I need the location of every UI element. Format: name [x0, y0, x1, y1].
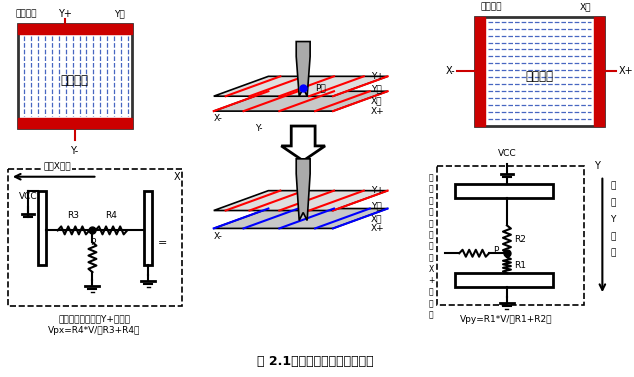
Text: Y层: Y层: [371, 85, 382, 94]
Text: R2: R2: [514, 235, 526, 244]
Text: 模拟电压测量点（Y+电极）: 模拟电压测量点（Y+电极）: [58, 314, 131, 323]
Text: Y: Y: [595, 161, 600, 171]
Polygon shape: [296, 159, 310, 221]
Text: X-: X-: [446, 66, 455, 77]
Text: 图 2.1：触摸屏工作原理示意图: 图 2.1：触摸屏工作原理示意图: [257, 355, 373, 368]
Text: P点: P点: [315, 84, 326, 93]
Text: P: P: [494, 246, 499, 255]
Text: VCC: VCC: [498, 149, 516, 158]
Text: 拟: 拟: [429, 185, 434, 194]
Bar: [18, 24, 133, 128]
Bar: [298, 41, 308, 49]
Text: X层: X层: [371, 97, 382, 106]
Text: X: X: [429, 265, 434, 274]
Text: Y层: Y层: [371, 201, 382, 210]
Polygon shape: [296, 41, 310, 96]
Text: Y+: Y+: [58, 9, 72, 19]
Text: 量: 量: [611, 198, 616, 207]
Polygon shape: [214, 208, 387, 228]
Bar: [475, 17, 485, 126]
Text: 测量X坐标: 测量X坐标: [44, 162, 72, 171]
Bar: [144, 191, 152, 265]
Text: =: =: [158, 238, 167, 248]
Bar: [475, 17, 604, 126]
Text: 电: 电: [429, 196, 434, 205]
Text: ）: ）: [429, 310, 434, 319]
Text: X: X: [174, 172, 180, 182]
Text: 电: 电: [429, 288, 434, 297]
Text: 极: 极: [429, 299, 434, 308]
Bar: [298, 159, 308, 167]
Bar: [8, 169, 182, 306]
Text: Y-: Y-: [70, 146, 79, 156]
Text: 均匀电场: 均匀电场: [526, 70, 553, 83]
Text: Y+: Y+: [371, 186, 384, 195]
Polygon shape: [214, 91, 387, 111]
Text: 量: 量: [429, 230, 434, 239]
Text: X+: X+: [371, 107, 384, 116]
Polygon shape: [214, 76, 387, 96]
Text: 测: 测: [429, 219, 434, 228]
Text: R4: R4: [105, 211, 117, 221]
Text: X-: X-: [214, 232, 223, 241]
Text: X+: X+: [618, 66, 633, 77]
Bar: [18, 24, 133, 34]
Text: R1: R1: [514, 261, 526, 270]
Polygon shape: [281, 126, 325, 161]
Text: X+: X+: [371, 224, 384, 233]
Text: 压: 压: [429, 207, 434, 216]
Text: 模: 模: [429, 173, 434, 182]
Text: 点: 点: [429, 242, 434, 251]
Text: VCC: VCC: [18, 192, 37, 201]
Polygon shape: [214, 191, 387, 210]
Text: 均匀电场: 均匀电场: [61, 74, 89, 87]
Text: 上层基板: 上层基板: [16, 10, 37, 19]
Bar: [437, 166, 585, 305]
Bar: [18, 118, 133, 128]
Text: Y+: Y+: [371, 72, 384, 81]
Bar: [455, 273, 553, 287]
Text: Y-: Y-: [255, 124, 262, 133]
Bar: [38, 191, 46, 265]
Text: X层: X层: [579, 3, 591, 12]
Text: Vpx=R4*V/（R3+R4）: Vpx=R4*V/（R3+R4）: [48, 326, 141, 335]
Text: （: （: [429, 253, 434, 262]
Bar: [455, 184, 553, 198]
Text: 标: 标: [611, 249, 616, 258]
Text: X层: X层: [371, 214, 382, 223]
Text: R3: R3: [68, 211, 79, 221]
Text: 坐: 坐: [611, 232, 616, 241]
Text: Vpy=R1*V/（R1+R2）: Vpy=R1*V/（R1+R2）: [460, 315, 552, 324]
Text: Y: Y: [611, 215, 616, 224]
Text: P: P: [90, 238, 95, 247]
Text: X-: X-: [214, 114, 223, 123]
Text: +: +: [428, 276, 434, 285]
Text: 测: 测: [611, 181, 616, 190]
Bar: [595, 17, 604, 126]
Text: Y层: Y层: [114, 10, 125, 19]
Text: 下层基板: 下层基板: [480, 3, 501, 12]
